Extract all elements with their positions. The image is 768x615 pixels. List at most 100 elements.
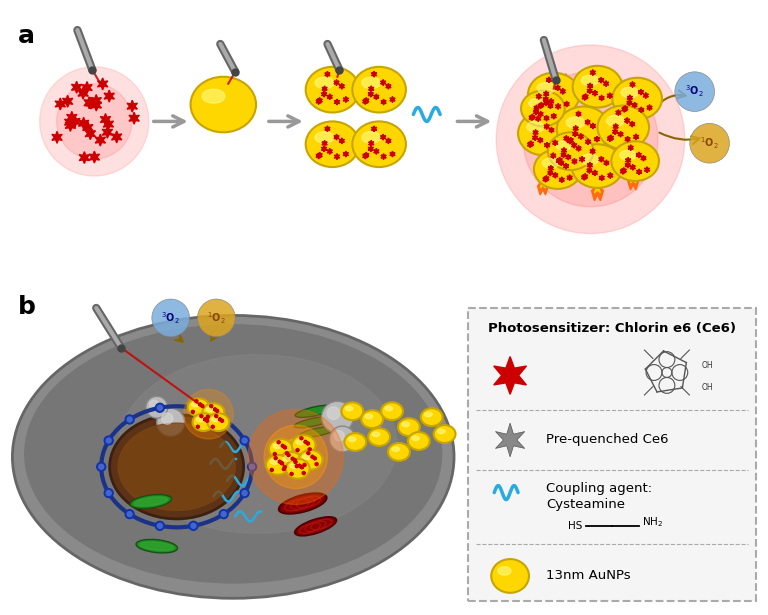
Circle shape: [157, 523, 162, 528]
Polygon shape: [302, 471, 306, 475]
Polygon shape: [616, 109, 621, 116]
Ellipse shape: [286, 459, 310, 478]
Polygon shape: [86, 97, 96, 109]
Circle shape: [106, 491, 111, 496]
Polygon shape: [200, 404, 204, 408]
Polygon shape: [283, 445, 286, 450]
Ellipse shape: [283, 456, 291, 461]
Circle shape: [327, 407, 339, 419]
Ellipse shape: [421, 408, 442, 426]
Polygon shape: [339, 83, 344, 89]
Circle shape: [221, 512, 226, 517]
Ellipse shape: [548, 132, 594, 170]
Polygon shape: [325, 71, 330, 77]
Polygon shape: [91, 95, 101, 106]
Polygon shape: [98, 78, 108, 90]
Text: HS: HS: [568, 522, 583, 531]
Polygon shape: [647, 105, 652, 111]
Polygon shape: [564, 101, 569, 107]
Polygon shape: [568, 137, 574, 143]
Polygon shape: [316, 153, 321, 159]
Ellipse shape: [492, 559, 529, 593]
Polygon shape: [627, 100, 632, 106]
Polygon shape: [71, 81, 81, 93]
Ellipse shape: [197, 417, 204, 422]
Ellipse shape: [402, 422, 409, 427]
Ellipse shape: [392, 447, 399, 451]
Ellipse shape: [438, 429, 445, 434]
Circle shape: [242, 491, 247, 496]
Polygon shape: [594, 185, 601, 193]
Ellipse shape: [607, 116, 624, 126]
Polygon shape: [334, 99, 339, 105]
Polygon shape: [304, 440, 307, 444]
Polygon shape: [546, 77, 551, 83]
Polygon shape: [627, 174, 638, 190]
Polygon shape: [618, 131, 623, 137]
Polygon shape: [587, 167, 592, 173]
Ellipse shape: [290, 463, 298, 468]
Circle shape: [157, 408, 184, 436]
Polygon shape: [594, 137, 600, 142]
Ellipse shape: [110, 415, 243, 519]
Ellipse shape: [119, 355, 397, 533]
Polygon shape: [280, 461, 283, 466]
Ellipse shape: [534, 149, 581, 189]
Polygon shape: [372, 126, 376, 132]
Polygon shape: [553, 140, 558, 146]
Polygon shape: [573, 131, 578, 137]
Polygon shape: [588, 83, 593, 89]
Text: OH: OH: [702, 360, 713, 370]
Polygon shape: [627, 95, 632, 101]
Polygon shape: [534, 109, 538, 115]
Polygon shape: [599, 156, 604, 162]
Polygon shape: [544, 100, 549, 106]
Polygon shape: [82, 82, 92, 93]
Ellipse shape: [279, 493, 326, 514]
Polygon shape: [590, 69, 595, 76]
Polygon shape: [636, 152, 641, 158]
Ellipse shape: [566, 117, 585, 128]
Polygon shape: [578, 133, 584, 140]
Polygon shape: [214, 407, 217, 411]
Ellipse shape: [365, 415, 372, 419]
Ellipse shape: [346, 407, 353, 411]
Polygon shape: [623, 106, 628, 111]
Polygon shape: [598, 77, 604, 83]
Polygon shape: [625, 136, 631, 142]
Polygon shape: [613, 124, 618, 130]
Circle shape: [690, 124, 730, 163]
Circle shape: [155, 403, 164, 412]
Polygon shape: [317, 152, 323, 158]
Circle shape: [219, 415, 228, 424]
Circle shape: [197, 299, 235, 337]
Polygon shape: [599, 95, 604, 101]
Polygon shape: [294, 460, 297, 464]
Polygon shape: [544, 91, 549, 97]
Polygon shape: [573, 125, 578, 132]
Ellipse shape: [372, 432, 379, 437]
Polygon shape: [544, 175, 549, 181]
Circle shape: [264, 425, 327, 489]
Ellipse shape: [408, 432, 430, 450]
Polygon shape: [317, 98, 323, 103]
Circle shape: [242, 438, 247, 443]
Polygon shape: [368, 91, 373, 97]
Ellipse shape: [207, 413, 230, 431]
Polygon shape: [216, 409, 219, 413]
Polygon shape: [567, 138, 572, 144]
Ellipse shape: [528, 73, 580, 116]
Polygon shape: [535, 116, 541, 122]
Polygon shape: [538, 103, 543, 109]
Polygon shape: [273, 452, 276, 456]
Polygon shape: [624, 117, 630, 124]
Polygon shape: [206, 419, 209, 423]
Text: OH: OH: [702, 383, 713, 392]
Polygon shape: [368, 146, 373, 152]
Polygon shape: [278, 460, 281, 464]
Text: NH$_2$: NH$_2$: [643, 515, 664, 530]
Ellipse shape: [425, 412, 432, 417]
Ellipse shape: [398, 418, 420, 436]
Text: $^1$O$_2$: $^1$O$_2$: [700, 135, 719, 151]
Polygon shape: [630, 121, 635, 127]
